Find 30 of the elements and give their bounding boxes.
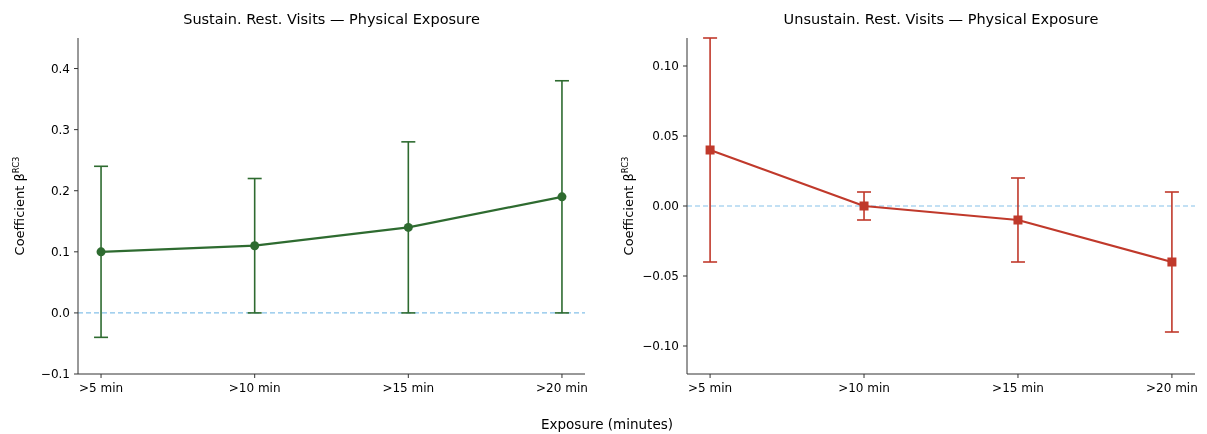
y-tick-label: −0.10 (642, 339, 679, 354)
x-tick-label: >10 min (228, 381, 281, 395)
y-tick-label: 0.0 (50, 306, 70, 321)
y-tick-label: −0.05 (642, 269, 679, 284)
point (1013, 215, 1023, 225)
point (557, 192, 567, 202)
x-tick-label: >15 min (992, 381, 1044, 395)
x-tick-label: >20 min (536, 381, 588, 395)
point (705, 145, 715, 155)
chart-title: Sustain. Rest. Visits — Physical Exposure (183, 11, 480, 27)
y-tick-label: 0.4 (50, 61, 70, 76)
y-tick-label: 0.1 (50, 245, 70, 260)
x-tick-label: >10 min (838, 381, 890, 395)
y-tick-label: −0.1 (40, 367, 70, 382)
y-tick-label: 0.2 (50, 183, 70, 198)
point (1167, 257, 1177, 267)
x-tick-label: >20 min (1146, 381, 1198, 395)
x-tick-label: >15 min (382, 381, 435, 395)
chart-title: Unsustain. Rest. Visits — Physical Exposure (783, 11, 1099, 27)
x-tick-label: >5 min (688, 381, 733, 395)
x-axis-title: Exposure (minutes) (541, 416, 673, 432)
y-tick-label: 0.05 (652, 129, 679, 144)
point (403, 222, 413, 232)
y-tick-label: 0.00 (652, 199, 679, 214)
point (96, 247, 106, 257)
x-tick-label: >5 min (78, 381, 124, 395)
y-tick-label: 0.10 (652, 59, 679, 74)
point (250, 241, 260, 251)
point (859, 201, 869, 211)
y-tick-label: 0.3 (50, 122, 70, 137)
